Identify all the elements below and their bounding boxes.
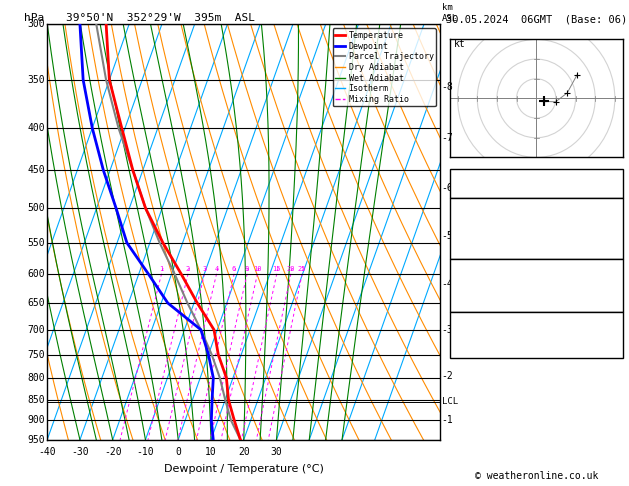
Text: θₑ(K): θₑ(K): [453, 224, 484, 234]
Text: Most Unstable: Most Unstable: [496, 259, 577, 268]
Text: 15: 15: [272, 266, 281, 272]
Text: -7: -7: [442, 133, 454, 143]
Text: 10.7: 10.7: [595, 215, 620, 225]
Text: -6: -6: [442, 183, 454, 192]
Text: 750: 750: [28, 349, 45, 360]
Text: Surface: Surface: [515, 198, 558, 208]
Text: 300: 300: [28, 19, 45, 29]
Text: 292°: 292°: [595, 339, 620, 349]
Text: 16: 16: [608, 330, 620, 340]
Text: 10: 10: [205, 447, 217, 457]
Text: 8: 8: [614, 232, 620, 243]
Text: 0: 0: [614, 241, 620, 251]
Text: CIN (J): CIN (J): [453, 302, 497, 312]
Text: 600: 600: [28, 269, 45, 279]
Text: Mixing Ratio (g/kg): Mixing Ratio (g/kg): [470, 239, 479, 325]
Text: -40: -40: [38, 447, 56, 457]
Text: Totals Totals: Totals Totals: [453, 179, 534, 189]
Text: Hodograph: Hodograph: [508, 311, 564, 321]
Text: © weatheronline.co.uk: © weatheronline.co.uk: [474, 471, 598, 481]
Text: 700: 700: [28, 325, 45, 335]
Text: Lifted Index: Lifted Index: [453, 285, 528, 295]
Text: 0: 0: [614, 302, 620, 312]
Text: 42: 42: [608, 179, 620, 189]
Text: km
ASL: km ASL: [442, 3, 458, 23]
Text: 12: 12: [608, 320, 620, 330]
Text: -10: -10: [136, 447, 154, 457]
Text: -3: -3: [442, 325, 454, 335]
Text: Temp (°C): Temp (°C): [453, 206, 509, 216]
Text: StmDir: StmDir: [453, 339, 491, 349]
Text: -30: -30: [71, 447, 89, 457]
Text: CAPE (J): CAPE (J): [453, 241, 503, 251]
Text: 6: 6: [232, 266, 237, 272]
Text: hPa: hPa: [24, 13, 44, 23]
Text: -5: -5: [442, 231, 454, 241]
Text: 319: 319: [601, 224, 620, 234]
Text: θₑ (K): θₑ (K): [453, 276, 491, 286]
Text: StmSpd (kt): StmSpd (kt): [453, 348, 521, 358]
Text: EH: EH: [453, 320, 465, 330]
Text: -4: -4: [442, 278, 454, 289]
Text: 20: 20: [287, 266, 295, 272]
Text: 450: 450: [28, 165, 45, 175]
Text: LCL: LCL: [442, 398, 458, 406]
Text: 800: 800: [28, 373, 45, 383]
Text: kt: kt: [454, 39, 465, 49]
Text: 0: 0: [614, 250, 620, 260]
Text: 500: 500: [28, 204, 45, 213]
Text: -8: -8: [442, 82, 454, 92]
Text: 2: 2: [186, 266, 190, 272]
Text: 3: 3: [203, 266, 206, 272]
Text: 4: 4: [214, 266, 219, 272]
Text: CAPE (J): CAPE (J): [453, 294, 503, 303]
Text: 10: 10: [253, 266, 262, 272]
Text: 0: 0: [175, 447, 181, 457]
Text: -1: -1: [442, 415, 454, 425]
Text: 11: 11: [608, 169, 620, 179]
Text: 19: 19: [608, 206, 620, 216]
Text: SREH: SREH: [453, 330, 478, 340]
Text: 350: 350: [28, 75, 45, 85]
Text: K: K: [453, 169, 459, 179]
Text: 900: 900: [28, 416, 45, 425]
Text: 1: 1: [159, 266, 164, 272]
Text: 850: 850: [28, 395, 45, 405]
Legend: Temperature, Dewpoint, Parcel Trajectory, Dry Adiabat, Wet Adiabat, Isotherm, Mi: Temperature, Dewpoint, Parcel Trajectory…: [333, 29, 436, 106]
Text: 4: 4: [614, 285, 620, 295]
Text: CIN (J): CIN (J): [453, 250, 497, 260]
Text: PW (cm): PW (cm): [453, 189, 497, 198]
Text: Dewpoint / Temperature (°C): Dewpoint / Temperature (°C): [164, 464, 324, 474]
Text: 30.05.2024  06GMT  (Base: 06): 30.05.2024 06GMT (Base: 06): [445, 15, 627, 25]
Text: 0: 0: [614, 294, 620, 303]
Text: -20: -20: [104, 447, 121, 457]
Text: 400: 400: [28, 123, 45, 133]
Text: Lifted Index: Lifted Index: [453, 232, 528, 243]
Text: 30: 30: [270, 447, 282, 457]
Text: 25: 25: [298, 266, 306, 272]
Text: 8: 8: [245, 266, 249, 272]
Text: 39°50'N  352°29'W  395m  ASL: 39°50'N 352°29'W 395m ASL: [66, 13, 255, 23]
Text: 550: 550: [28, 238, 45, 248]
Text: Pressure (mb): Pressure (mb): [453, 267, 534, 277]
Text: 800: 800: [601, 267, 620, 277]
Text: 1.77: 1.77: [595, 189, 620, 198]
Text: 2: 2: [614, 348, 620, 358]
Text: 950: 950: [28, 435, 45, 445]
Text: 325: 325: [601, 276, 620, 286]
Text: 650: 650: [28, 298, 45, 308]
Text: -2: -2: [442, 371, 454, 381]
Text: 20: 20: [238, 447, 250, 457]
Text: Dewp (°C): Dewp (°C): [453, 215, 509, 225]
